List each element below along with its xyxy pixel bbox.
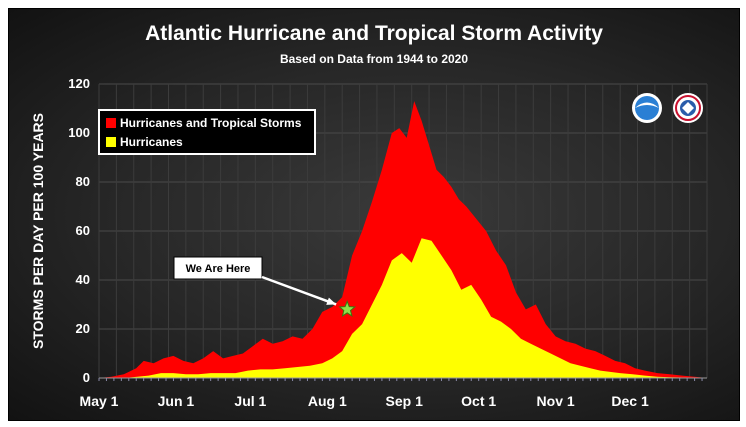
y-tick-label: 100 (68, 125, 90, 140)
x-tick-label: Jun 1 (158, 393, 195, 409)
series-area-0 (99, 101, 707, 378)
y-axis-label: STORMS PER DAY PER 100 YEARS (30, 113, 46, 349)
x-tick-label: May 1 (80, 393, 119, 409)
annotation-arrowhead (326, 297, 337, 305)
y-tick-label: 120 (68, 76, 90, 91)
noaa-logo (632, 93, 662, 123)
y-tick-label: 0 (83, 370, 90, 385)
legend-label-storms: Hurricanes and Tropical Storms (120, 116, 302, 130)
y-tick-label: 20 (76, 321, 90, 336)
x-tick-label: Nov 1 (537, 393, 575, 409)
legend-swatch-storms (106, 118, 116, 128)
annotation-arrow (261, 275, 337, 306)
chart-subtitle: Based on Data from 1944 to 2020 (280, 52, 468, 66)
y-tick-label: 60 (76, 223, 90, 238)
plot-areas (99, 101, 707, 378)
x-tick-label: Aug 1 (308, 393, 347, 409)
y-tick-label: 80 (76, 174, 90, 189)
annotation: We Are Here (173, 256, 357, 318)
annotation-label: We Are Here (186, 263, 251, 275)
chart-frame: 0 20 40 60 80 100 120 May 1 Jun 1 Jul 1 Aug 1 Sep 1… (8, 8, 740, 421)
chart: 0 20 40 60 80 100 120 May 1 Jun 1 Jul 1 Aug 1 Sep 1… (30, 22, 708, 409)
nws-logo (673, 93, 703, 123)
x-tick-label: Oct 1 (461, 393, 496, 409)
x-tick-label: Dec 1 (611, 393, 649, 409)
x-tick-label: Jul 1 (234, 393, 266, 409)
star-marker (338, 300, 357, 318)
legend-label-hurricanes: Hurricanes (120, 135, 183, 149)
axes: 0 20 40 60 80 100 120 May 1 Jun 1 Jul 1 Aug 1 Sep 1… (68, 76, 707, 409)
series-area-1 (99, 238, 707, 378)
y-tick-label: 40 (76, 272, 90, 287)
x-tick-label: Sep 1 (386, 393, 424, 409)
chart-title: Atlantic Hurricane and Tropical Storm Ac… (145, 22, 603, 45)
legend-swatch-hurricanes (106, 137, 116, 147)
legend: Hurricanes and Tropical Storms Hurricane… (98, 109, 316, 155)
